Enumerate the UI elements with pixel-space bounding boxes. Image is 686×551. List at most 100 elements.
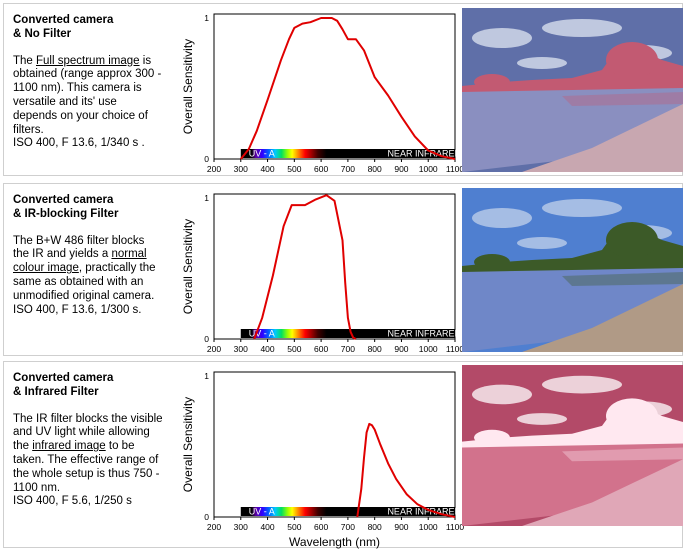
title-line-1: Converted camera bbox=[13, 194, 114, 206]
x-axis-label: Wavelength (nm) bbox=[289, 535, 380, 549]
cloud bbox=[472, 208, 532, 228]
y-tick-label: 1 bbox=[204, 13, 209, 23]
spectrum-band bbox=[240, 149, 455, 158]
sensitivity-chart: UV - A NEAR INFRARED 200 300 400 500 600 700 800… bbox=[164, 4, 464, 179]
photo-svg bbox=[462, 188, 683, 352]
x-tick-label: 500 bbox=[287, 164, 301, 174]
desc-text-2: is obtained (range approx 300 - 1100 nm)… bbox=[13, 54, 162, 136]
sensitivity-chart: UV - A NEAR INFRARED 200 300 400 500 600 700 800… bbox=[164, 362, 464, 549]
x-tick-label: 400 bbox=[260, 522, 274, 532]
x-tick-label: 200 bbox=[207, 522, 221, 532]
water bbox=[462, 443, 683, 526]
plot-frame bbox=[213, 371, 456, 518]
normal-colour-image-link[interactable]: normal colour image bbox=[13, 248, 147, 275]
y-axis-label: Overall Sensitivity bbox=[181, 39, 195, 134]
x-tick-label: 1100 bbox=[446, 164, 465, 174]
chart-svg: UV - A NEAR INFRARED 200 300 400 500 600 700 800… bbox=[181, 13, 464, 174]
chart-svg: UV - A NEAR INFRARED 200 300 400 500 600 700 800… bbox=[181, 371, 464, 549]
spectrum-band bbox=[240, 507, 455, 516]
near-infrared-label: NEAR INFRARED bbox=[387, 329, 461, 339]
shore bbox=[522, 459, 683, 526]
x-tick-label: 700 bbox=[341, 164, 355, 174]
panel-ir-blocking-filter: Converted camera & IR-blocking Filter Th… bbox=[3, 183, 683, 356]
x-tick-label: 800 bbox=[368, 164, 382, 174]
desc-text-2: to be taken. The effective range of the … bbox=[13, 440, 160, 494]
title-line-1: Converted camera bbox=[13, 14, 114, 26]
tree bbox=[606, 222, 658, 258]
water bbox=[462, 88, 683, 172]
full-spectrum-image-link[interactable]: Full spectrum image bbox=[36, 54, 140, 67]
x-tick-label: 700 bbox=[341, 344, 355, 354]
infrared-photo bbox=[462, 365, 683, 526]
x-tick-label: 500 bbox=[287, 344, 301, 354]
panel-title: Converted camera & IR-blocking Filter bbox=[13, 194, 163, 222]
y-tick-label: 1 bbox=[204, 193, 209, 203]
x-tick-label: 500 bbox=[287, 522, 301, 532]
x-tick-label: 300 bbox=[234, 164, 248, 174]
cloud bbox=[542, 19, 622, 37]
title-line-2: & Infrared Filter bbox=[13, 385, 99, 398]
water bbox=[462, 268, 683, 352]
cloud bbox=[542, 199, 622, 217]
x-tick-label: 1000 bbox=[419, 522, 438, 532]
camera-settings: ISO 400, F 13.6, 1/300 s. bbox=[13, 303, 142, 316]
panel-description: Converted camera & IR-blocking Filter Th… bbox=[13, 194, 163, 317]
uv-a-label: UV - A bbox=[249, 329, 275, 339]
uv-a-label: UV - A bbox=[249, 149, 275, 159]
reflection bbox=[562, 447, 683, 462]
tree bbox=[606, 42, 658, 78]
desc-text-2: , practically the same as obtained with … bbox=[13, 262, 156, 302]
title-line-2: & IR-blocking Filter bbox=[13, 207, 119, 220]
x-tick-label: 600 bbox=[314, 344, 328, 354]
chart-svg: UV - A NEAR INFRARED 200 300 400 500 600 700 800… bbox=[181, 193, 464, 354]
x-tick-label: 600 bbox=[314, 522, 328, 532]
tree bbox=[474, 429, 510, 446]
desc-text-1: The bbox=[13, 54, 37, 67]
panel-title: Converted camera & No Filter bbox=[13, 14, 163, 42]
shore bbox=[522, 104, 683, 172]
panel-no-filter: Converted camera & No Filter The Full sp… bbox=[3, 3, 683, 176]
sensitivity-curve bbox=[253, 194, 357, 340]
x-tick-label: 800 bbox=[368, 344, 382, 354]
panel-title: Converted camera & Infrared Filter bbox=[13, 372, 163, 400]
tree bbox=[606, 398, 658, 434]
y-tick-label: 0 bbox=[204, 334, 209, 344]
x-tick-label: 400 bbox=[260, 164, 274, 174]
shore bbox=[522, 284, 683, 352]
title-line-2: & No Filter bbox=[13, 27, 72, 40]
x-tick-label: 1000 bbox=[419, 344, 438, 354]
cloud bbox=[472, 28, 532, 48]
near-infrared-label: NEAR INFRARED bbox=[387, 149, 461, 159]
tree bbox=[474, 254, 510, 270]
x-tick-label: 200 bbox=[207, 344, 221, 354]
x-tick-label: 400 bbox=[260, 344, 274, 354]
y-tick-label: 0 bbox=[204, 154, 209, 164]
cloud bbox=[517, 57, 567, 69]
x-tick-label: 900 bbox=[394, 522, 408, 532]
y-axis-label: Overall Sensitivity bbox=[181, 219, 195, 314]
photo-svg bbox=[462, 8, 683, 172]
camera-settings: ISO 400, F 5.6, 1/250 s bbox=[13, 495, 132, 508]
reflection bbox=[562, 272, 683, 286]
cloud bbox=[542, 375, 622, 394]
desc-text-1: The B+W 486 filter blocks the IR and yie… bbox=[13, 234, 145, 261]
x-tick-label: 1100 bbox=[446, 344, 465, 354]
panel-infrared-filter: Converted camera & Infrared Filter The I… bbox=[3, 361, 683, 549]
camera-settings: ISO 400, F 13.6, 1/340 s . bbox=[13, 137, 145, 150]
y-tick-label: 0 bbox=[204, 512, 209, 522]
spectrum-band bbox=[240, 329, 455, 338]
panel-description: Converted camera & No Filter The Full sp… bbox=[13, 14, 163, 151]
x-tick-label: 600 bbox=[314, 164, 328, 174]
x-tick-label: 1100 bbox=[446, 522, 465, 532]
x-tick-label: 900 bbox=[394, 164, 408, 174]
tree bbox=[474, 74, 510, 90]
full-spectrum-photo bbox=[462, 8, 683, 172]
x-tick-label: 200 bbox=[207, 164, 221, 174]
infrared-image-link[interactable]: infrared image bbox=[32, 440, 106, 453]
x-tick-label: 700 bbox=[341, 522, 355, 532]
y-tick-label: 1 bbox=[204, 371, 209, 381]
plot-frame bbox=[213, 13, 456, 160]
x-tick-label: 1000 bbox=[419, 164, 438, 174]
x-tick-label: 300 bbox=[234, 344, 248, 354]
photo-svg bbox=[462, 365, 683, 526]
